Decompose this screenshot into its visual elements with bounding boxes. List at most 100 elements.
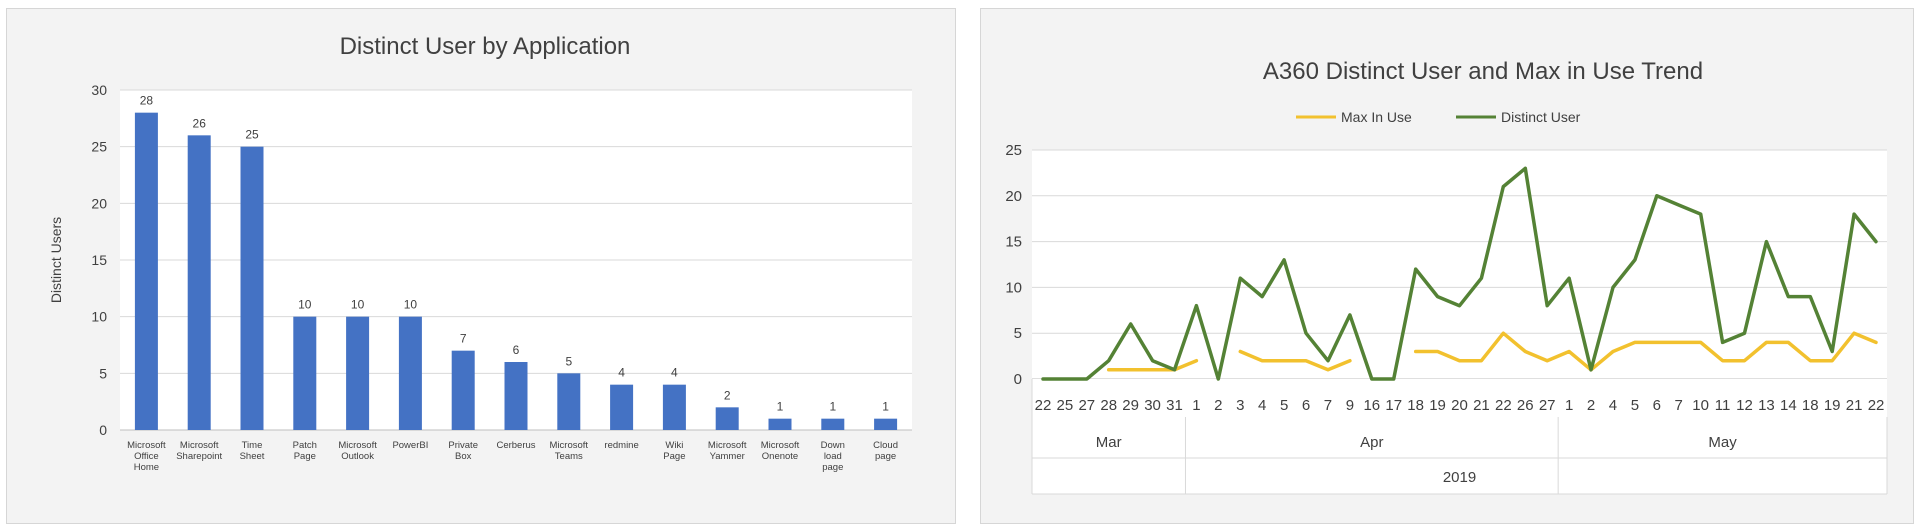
x-tick-label: 2 xyxy=(1214,397,1222,414)
data-label: 1 xyxy=(777,400,784,414)
bar xyxy=(715,407,739,430)
y-tick-label: 10 xyxy=(1005,279,1022,296)
category-label: Yammer xyxy=(710,451,745,462)
x-tick-label: 20 xyxy=(1451,397,1468,414)
x-tick-label: 22 xyxy=(1495,397,1512,414)
x-tick-label: 4 xyxy=(1258,397,1266,414)
x-tick-label: 12 xyxy=(1736,397,1753,414)
bar xyxy=(610,384,634,430)
x-tick-label: 6 xyxy=(1653,397,1661,414)
y-tick-label: 30 xyxy=(91,82,107,98)
data-label: 25 xyxy=(245,128,259,142)
y-tick-label: 25 xyxy=(1005,142,1022,159)
category-label: Sheet xyxy=(240,451,265,462)
x-tick-label: 21 xyxy=(1473,397,1490,414)
bar xyxy=(346,316,370,430)
category-label: load xyxy=(824,451,842,462)
x-tick-label: 18 xyxy=(1407,397,1424,414)
y-tick-label: 20 xyxy=(1005,188,1022,205)
y-tick-label: 10 xyxy=(91,309,107,325)
month-label: Apr xyxy=(1360,434,1383,451)
bar xyxy=(293,316,317,430)
legend-label: Distinct User xyxy=(1501,109,1581,125)
x-tick-label: 11 xyxy=(1715,397,1731,414)
x-tick-label: 10 xyxy=(1692,397,1709,414)
data-label: 4 xyxy=(671,366,678,380)
data-label: 10 xyxy=(351,298,365,312)
x-tick-label: 3 xyxy=(1236,397,1244,414)
category-label: Microsoft xyxy=(127,440,166,451)
axis-table xyxy=(1032,379,1887,494)
x-tick-label: 16 xyxy=(1363,397,1380,414)
category-label: PowerBI xyxy=(392,440,428,451)
category-label: Microsoft xyxy=(338,440,377,451)
category-label: Sharepoint xyxy=(176,451,222,462)
data-label: 7 xyxy=(460,332,467,346)
x-tick-label: 21 xyxy=(1846,397,1863,414)
category-label: page xyxy=(875,451,896,462)
x-tick-label: 14 xyxy=(1780,397,1797,414)
data-label: 1 xyxy=(882,400,889,414)
y-tick-label: 25 xyxy=(91,139,107,155)
y-tick-label: 0 xyxy=(99,422,107,438)
category-label: Down xyxy=(821,440,845,451)
category-label: Cerberus xyxy=(496,440,535,451)
x-tick-label: 31 xyxy=(1166,397,1183,414)
x-tick-label: 5 xyxy=(1631,397,1639,414)
x-tick-label: 27 xyxy=(1078,397,1095,414)
category-label: Onenote xyxy=(762,451,798,462)
data-label: 4 xyxy=(618,366,625,380)
chart-title: Distinct User by Application xyxy=(340,33,631,60)
x-tick-label: 1 xyxy=(1565,397,1573,414)
bar xyxy=(398,316,422,430)
category-label: redmine xyxy=(604,440,638,451)
x-tick-label: 17 xyxy=(1385,397,1402,414)
line-chart: A360 Distinct User and Max in Use Trend M… xyxy=(1005,58,1888,495)
category-label: Cloud xyxy=(873,440,898,451)
series-line-max-in-use xyxy=(1106,331,1878,372)
chart-title: A360 Distinct User and Max in Use Trend xyxy=(1263,58,1703,85)
x-tick-label: 28 xyxy=(1100,397,1117,414)
data-label: 10 xyxy=(404,298,418,312)
x-tick-label: 13 xyxy=(1758,397,1775,414)
category-label: Box xyxy=(455,451,472,462)
bar-chart: Distinct User by Application051015202530… xyxy=(48,33,912,473)
x-tick-label: 1 xyxy=(1192,397,1200,414)
bar xyxy=(240,146,264,430)
y-tick-label: 15 xyxy=(1005,234,1022,251)
y-tick-label: 15 xyxy=(91,252,107,268)
category-label: Teams xyxy=(555,451,583,462)
category-label: Microsoft xyxy=(708,440,747,451)
category-label: Page xyxy=(663,451,685,462)
bar xyxy=(451,350,475,430)
category-label: Office xyxy=(134,451,159,462)
month-label: May xyxy=(1708,434,1737,451)
category-label: Microsoft xyxy=(761,440,800,451)
x-tick-label: 29 xyxy=(1122,397,1139,414)
data-label: 28 xyxy=(140,94,154,108)
plot-area xyxy=(1032,150,1887,379)
category-label: Microsoft xyxy=(550,440,589,451)
x-tick-label: 4 xyxy=(1609,397,1617,414)
series-line-distinct-user xyxy=(1041,166,1878,381)
data-label: 26 xyxy=(193,116,207,130)
line-chart-panel: A360 Distinct User and Max in Use Trend M… xyxy=(980,8,1914,524)
category-label: Home xyxy=(134,462,159,473)
data-label: 1 xyxy=(829,400,836,414)
x-tick-label: 2 xyxy=(1587,397,1595,414)
data-label: 5 xyxy=(565,354,572,368)
bar xyxy=(187,135,211,430)
x-tick-label: 9 xyxy=(1346,397,1354,414)
x-tick-label: 27 xyxy=(1539,397,1556,414)
data-label: 6 xyxy=(513,343,520,357)
category-label: page xyxy=(822,462,843,473)
bar xyxy=(768,418,792,430)
data-label: 2 xyxy=(724,388,731,402)
x-tick-label: 19 xyxy=(1824,397,1841,414)
x-tick-label: 6 xyxy=(1302,397,1310,414)
category-label: Private xyxy=(448,440,478,451)
category-label: Page xyxy=(294,451,316,462)
category-label: Wiki xyxy=(665,440,683,451)
x-tick-label: 18 xyxy=(1802,397,1819,414)
bar xyxy=(821,418,845,430)
